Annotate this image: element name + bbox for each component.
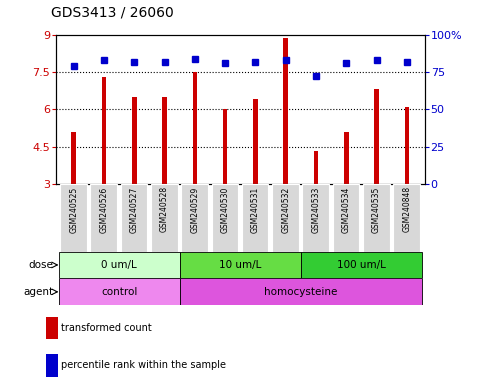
Text: 0 um/L: 0 um/L <box>101 260 137 270</box>
Text: GSM240530: GSM240530 <box>221 186 229 233</box>
Text: GSM240525: GSM240525 <box>69 186 78 233</box>
Bar <box>162 97 167 184</box>
Bar <box>46 316 57 339</box>
Bar <box>58 278 180 305</box>
Bar <box>181 184 208 252</box>
Text: GSM240848: GSM240848 <box>402 186 412 232</box>
Bar <box>71 132 76 184</box>
Text: homocysteine: homocysteine <box>264 287 338 297</box>
Bar <box>301 252 422 278</box>
Bar <box>393 184 420 252</box>
Bar <box>374 89 379 184</box>
Text: agent: agent <box>23 287 53 297</box>
Bar <box>223 109 227 184</box>
Bar <box>314 151 318 184</box>
Text: percentile rank within the sample: percentile rank within the sample <box>61 360 227 370</box>
Text: GDS3413 / 26060: GDS3413 / 26060 <box>51 5 173 19</box>
Bar <box>302 184 329 252</box>
Text: GSM240535: GSM240535 <box>372 186 381 233</box>
Bar <box>344 132 349 184</box>
Text: control: control <box>101 287 137 297</box>
Text: GSM240526: GSM240526 <box>99 186 109 233</box>
Bar <box>90 184 117 252</box>
Bar <box>180 252 301 278</box>
Text: dose: dose <box>28 260 53 270</box>
Bar <box>58 252 180 278</box>
Bar <box>284 38 288 184</box>
Text: 10 um/L: 10 um/L <box>219 260 261 270</box>
Bar <box>333 184 359 252</box>
Text: GSM240531: GSM240531 <box>251 186 260 233</box>
Bar <box>242 184 269 252</box>
Bar <box>46 354 57 376</box>
Bar <box>121 184 147 252</box>
Text: GSM240529: GSM240529 <box>190 186 199 233</box>
Text: GSM240528: GSM240528 <box>160 186 169 232</box>
Bar <box>212 184 238 252</box>
Bar <box>405 107 409 184</box>
Bar <box>180 278 422 305</box>
Text: GSM240533: GSM240533 <box>312 186 321 233</box>
Bar <box>193 72 197 184</box>
Bar <box>132 97 137 184</box>
Text: transformed count: transformed count <box>61 323 152 333</box>
Bar <box>151 184 178 252</box>
Text: GSM240534: GSM240534 <box>342 186 351 233</box>
Bar <box>253 99 258 184</box>
Bar <box>363 184 390 252</box>
Bar <box>60 184 87 252</box>
Bar <box>272 184 299 252</box>
Bar <box>102 77 106 184</box>
Text: GSM240527: GSM240527 <box>130 186 139 233</box>
Text: GSM240532: GSM240532 <box>281 186 290 233</box>
Text: 100 um/L: 100 um/L <box>337 260 386 270</box>
